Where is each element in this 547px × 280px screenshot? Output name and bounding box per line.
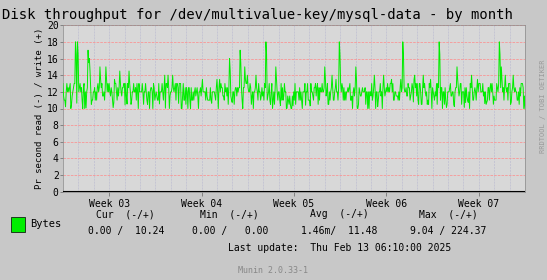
Text: Munin 2.0.33-1: Munin 2.0.33-1: [238, 266, 309, 275]
Text: Cur  (-/+): Cur (-/+): [96, 209, 155, 219]
Text: Max  (-/+): Max (-/+): [419, 209, 478, 219]
Text: 0.00 /  10.24: 0.00 / 10.24: [88, 226, 164, 236]
Text: 9.04 / 224.37: 9.04 / 224.37: [410, 226, 487, 236]
Text: Last update:  Thu Feb 13 06:10:00 2025: Last update: Thu Feb 13 06:10:00 2025: [228, 243, 451, 253]
Y-axis label: Pr second read (-) / write (+): Pr second read (-) / write (+): [35, 28, 44, 189]
Text: 0.00 /   0.00: 0.00 / 0.00: [191, 226, 268, 236]
Text: 1.46m/  11.48: 1.46m/ 11.48: [301, 226, 377, 236]
Text: RRDTOOL / TOBI OETIKER: RRDTOOL / TOBI OETIKER: [540, 60, 546, 153]
Text: Disk throughput for /dev/multivalue-key/mysql-data - by month: Disk throughput for /dev/multivalue-key/…: [2, 8, 513, 22]
Text: Avg  (-/+): Avg (-/+): [310, 209, 369, 219]
Text: Min  (-/+): Min (-/+): [200, 209, 259, 219]
Text: Bytes: Bytes: [30, 219, 61, 229]
